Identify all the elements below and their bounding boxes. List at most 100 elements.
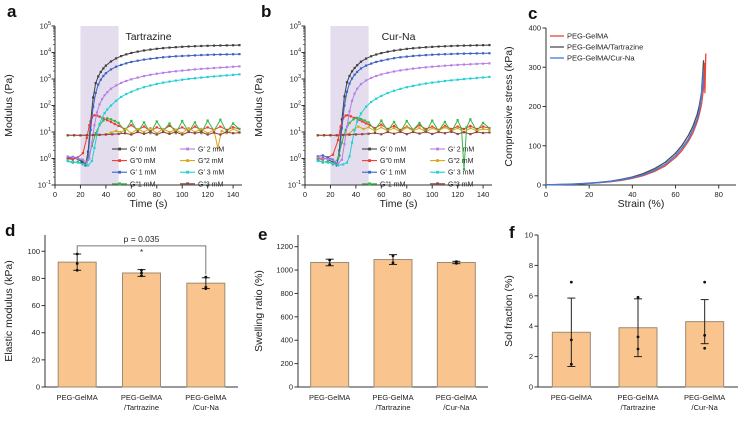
svg-text:Time (s): Time (s): [129, 198, 167, 210]
svg-text:/Cur-Na: /Cur-Na: [692, 403, 719, 412]
panel-d-chart: 0 20 40 60 80 100 PEG-GelMA PEG-GelMA/Tartrazin…: [3, 234, 238, 412]
svg-text:Cur-Na: Cur-Na: [382, 31, 416, 43]
svg-text:80: 80: [715, 190, 723, 199]
svg-text:PEG-GelMA: PEG-GelMA: [684, 393, 725, 402]
svg-text:60: 60: [127, 190, 135, 199]
svg-text:PEG-GelMA: PEG-GelMA: [121, 393, 162, 402]
svg-text:0: 0: [303, 190, 307, 199]
panel-c: c 0 20 40 60 80 0 100 200 300 400 PEG-GelMA PEG-Gel…: [500, 0, 750, 211]
svg-text:20: 20: [326, 190, 334, 199]
svg-text:Tartrazine: Tartrazine: [125, 31, 171, 43]
svg-text:G″1 mM: G″1 mM: [380, 181, 406, 188]
panel-a-letter: a: [7, 2, 17, 21]
svg-text:105: 105: [290, 21, 301, 31]
svg-text:10: 10: [525, 231, 533, 240]
svg-text:G′ 2 mM: G′ 2 mM: [198, 147, 224, 154]
svg-text:G′ 1 mM: G′ 1 mM: [380, 170, 406, 177]
svg-text:140: 140: [477, 190, 490, 199]
svg-text:0: 0: [529, 383, 533, 392]
svg-text:100: 100: [528, 141, 541, 150]
svg-text:400: 400: [528, 24, 541, 33]
svg-text:2: 2: [529, 352, 533, 361]
svg-text:/Cur-Na: /Cur-Na: [193, 403, 220, 412]
panel-f-letter: f: [509, 223, 515, 242]
svg-text:/Tartrazine: /Tartrazine: [375, 403, 410, 412]
svg-text:0: 0: [544, 190, 548, 199]
svg-text:Modulus (Pa): Modulus (Pa): [3, 74, 15, 136]
svg-text:G″0 mM: G″0 mM: [130, 158, 156, 165]
svg-text:60: 60: [32, 301, 40, 310]
svg-text:PEG-GelMA: PEG-GelMA: [185, 393, 226, 402]
svg-text:300: 300: [528, 63, 541, 72]
panel-b: b 0 20 40 60 80 100 120 140 10-1 100 101 102 103 104 1…: [250, 0, 500, 211]
panel-a-chart: 0 20 40 60 80 100 120 140 10-1 100 101 102 103 104 105…: [3, 21, 242, 210]
svg-text:20: 20: [32, 355, 40, 364]
svg-text:Strain (%): Strain (%): [618, 198, 665, 210]
svg-text:40: 40: [102, 190, 110, 199]
svg-text:1200: 1200: [276, 242, 293, 251]
svg-text:40: 40: [352, 190, 360, 199]
svg-text:102: 102: [290, 101, 301, 111]
svg-text:80: 80: [403, 190, 411, 199]
svg-text:G″3 mM: G″3 mM: [448, 181, 474, 188]
svg-text:104: 104: [290, 48, 301, 58]
svg-text:40: 40: [628, 190, 636, 199]
svg-text:PEG-GelMA/Tartrazine: PEG-GelMA/Tartrazine: [567, 43, 643, 52]
svg-text:120: 120: [201, 190, 214, 199]
svg-text:140: 140: [227, 190, 240, 199]
svg-text:G′ 3 mM: G′ 3 mM: [448, 170, 474, 177]
svg-text:0: 0: [289, 383, 293, 392]
svg-text:Time (s): Time (s): [379, 198, 417, 210]
svg-text:6: 6: [529, 291, 533, 300]
panel-b-chart: 0 20 40 60 80 100 120 140 10-1 100 101 102 103 104 105…: [253, 21, 492, 210]
svg-text:103: 103: [40, 74, 51, 84]
svg-text:p = 0.035: p = 0.035: [124, 234, 160, 244]
svg-text:Sol fraction (%): Sol fraction (%): [503, 275, 515, 347]
svg-text:PEG-GelMA/Cur-Na: PEG-GelMA/Cur-Na: [567, 54, 635, 63]
svg-text:100: 100: [426, 190, 439, 199]
svg-text:G′ 1 mM: G′ 1 mM: [130, 170, 156, 177]
svg-text:G″3 mM: G″3 mM: [198, 181, 224, 188]
svg-text:PEG-GelMA: PEG-GelMA: [372, 393, 413, 402]
svg-text:PEG-GelMA: PEG-GelMA: [551, 393, 592, 402]
panel-e: e 0 200 400 600 800 1000 1200 PEG-GelMA PEG-GelM…: [250, 211, 500, 423]
svg-text:105: 105: [40, 21, 51, 31]
svg-text:Elastic modulus (kPa): Elastic modulus (kPa): [3, 260, 15, 362]
svg-text:1000: 1000: [276, 266, 293, 275]
svg-text:800: 800: [280, 289, 293, 298]
svg-text:101: 101: [40, 127, 51, 137]
svg-text:G′ 0 mM: G′ 0 mM: [130, 147, 156, 154]
svg-text:60: 60: [671, 190, 679, 199]
svg-text:0: 0: [537, 181, 541, 190]
svg-text:40: 40: [32, 328, 40, 337]
panel-d-letter: d: [5, 221, 16, 240]
svg-text:10-1: 10-1: [288, 180, 301, 190]
svg-text:/Cur-Na: /Cur-Na: [443, 403, 470, 412]
svg-text:PEG-GelMA: PEG-GelMA: [57, 393, 98, 402]
svg-text:100: 100: [40, 154, 51, 164]
svg-text:PEG-GelMA: PEG-GelMA: [617, 393, 658, 402]
svg-text:G″2 mM: G″2 mM: [198, 158, 224, 165]
svg-text:G′ 2 mM: G′ 2 mM: [448, 147, 474, 154]
svg-text:10-1: 10-1: [38, 180, 51, 190]
svg-text:80: 80: [32, 274, 40, 283]
svg-text:60: 60: [377, 190, 385, 199]
svg-text:/Tartrazine: /Tartrazine: [620, 403, 655, 412]
svg-text:200: 200: [280, 359, 293, 368]
panel-c-chart: 0 20 40 60 80 0 100 200 300 400 PEG-GelMA PEG-GelMA…: [503, 24, 736, 210]
panel-a: a 0 20 40 60 80 100 120 140 10-1 100 101 102 103 104 1…: [0, 0, 250, 211]
svg-text:400: 400: [280, 336, 293, 345]
svg-text:G″0 mM: G″0 mM: [380, 158, 406, 165]
panel-c-letter: c: [528, 4, 538, 23]
svg-text:PEG-GelMA: PEG-GelMA: [567, 32, 608, 41]
svg-text:600: 600: [280, 312, 293, 321]
svg-text:102: 102: [40, 101, 51, 111]
svg-text:PEG-GelMA: PEG-GelMA: [436, 393, 477, 402]
panel-f: f 0 2 4 6 8 10 PEG-GelMA PEG-GelMA/Tartrazine PE…: [500, 211, 750, 423]
svg-text:0: 0: [53, 190, 57, 199]
svg-text:Modulus (Pa): Modulus (Pa): [253, 74, 265, 136]
svg-text:20: 20: [585, 190, 593, 199]
